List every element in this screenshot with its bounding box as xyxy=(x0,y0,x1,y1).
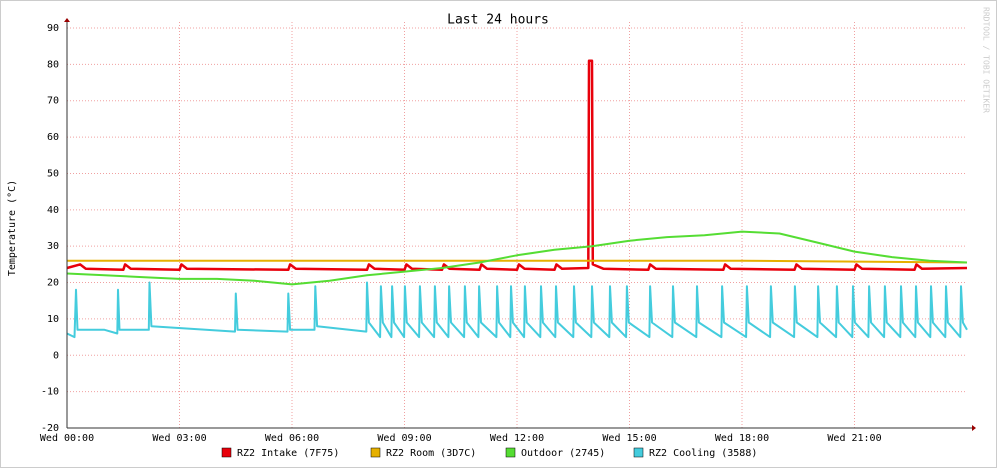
y-tick-label: 50 xyxy=(47,168,59,179)
legend: RZ2 Intake (7F75) RZ2 Room (3D7C) Outdoor … xyxy=(221,447,757,459)
legend-swatch xyxy=(505,447,516,458)
x-tick-label: Wed 18:00 xyxy=(715,433,769,444)
y-tick-label: -20 xyxy=(41,423,59,434)
y-arrow xyxy=(64,18,70,22)
legend-label: RZ2 Room (3D7C) xyxy=(386,448,476,459)
legend-swatch xyxy=(633,447,644,458)
y-axis-label: Temperature (°C) xyxy=(7,180,18,276)
x-tick-label: Wed 21:00 xyxy=(827,433,881,444)
legend-label: RZ2 Intake (7F75) xyxy=(237,448,339,459)
series-line xyxy=(66,281,968,339)
y-tick-label: 30 xyxy=(47,241,59,252)
y-tick-label: 70 xyxy=(47,96,59,107)
chart-title: Last 24 hours xyxy=(447,13,549,28)
x-tick-label: Wed 09:00 xyxy=(377,433,431,444)
legend-label: RZ2 Cooling (3588) xyxy=(649,448,757,459)
y-tick-label: 0 xyxy=(53,350,59,361)
watermark: RRDTOOL / TOBI OETIKER xyxy=(982,7,991,113)
x-tick-label: Wed 00:00 xyxy=(40,433,94,444)
y-tick-label: 20 xyxy=(47,278,59,289)
plot xyxy=(66,59,968,339)
x-tick-label: Wed 06:00 xyxy=(265,433,319,444)
series-line xyxy=(66,230,968,286)
series-line xyxy=(67,259,968,264)
grid xyxy=(66,22,967,429)
legend-swatch xyxy=(370,447,381,458)
y-tick-label: 60 xyxy=(47,132,59,143)
series-line xyxy=(66,59,968,272)
x-tick-label: Wed 03:00 xyxy=(152,433,206,444)
legend-swatch xyxy=(221,447,232,458)
x-tick-label: Wed 12:00 xyxy=(490,433,544,444)
y-tick-label: 90 xyxy=(47,23,59,34)
y-tick-label: 80 xyxy=(47,59,59,70)
x-tick-label: Wed 15:00 xyxy=(602,433,656,444)
y-tick-label: 40 xyxy=(47,205,59,216)
y-tick-label: 10 xyxy=(47,314,59,325)
legend-label: Outdoor (2745) xyxy=(521,448,605,459)
x-arrow xyxy=(972,425,976,431)
y-tick-label: -10 xyxy=(41,387,59,398)
